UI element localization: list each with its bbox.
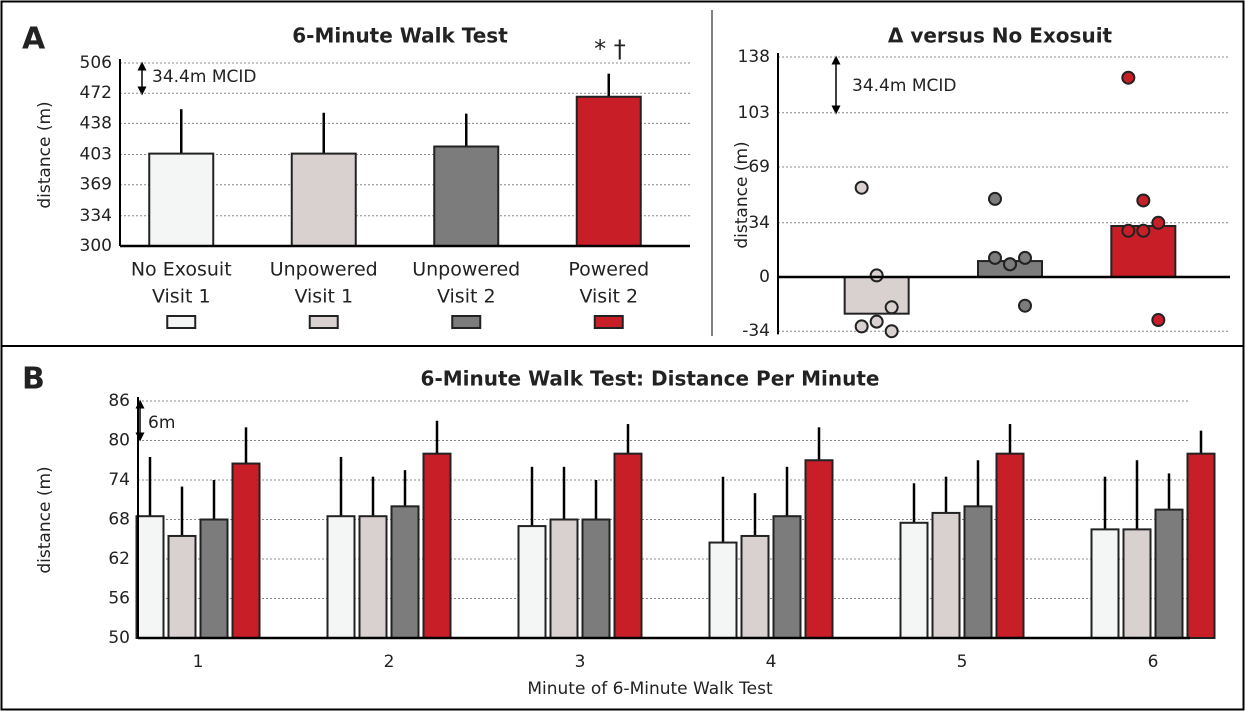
bar xyxy=(199,518,229,639)
bar xyxy=(995,452,1025,639)
y-tick-label: 62 xyxy=(108,549,130,569)
bar xyxy=(390,505,420,640)
bar xyxy=(899,521,929,640)
x-tick-label: Powered xyxy=(568,259,649,281)
bar xyxy=(843,276,910,315)
bar xyxy=(772,515,802,639)
data-point xyxy=(1003,257,1017,272)
data-point xyxy=(1136,223,1151,238)
legend-swatch xyxy=(166,315,197,329)
y-tick-label: 103 xyxy=(738,103,770,123)
data-point xyxy=(854,180,869,195)
annotation: 6m xyxy=(148,413,175,433)
legend-swatch xyxy=(308,315,339,329)
data-point xyxy=(1121,223,1136,238)
x-tick-label: Visit 1 xyxy=(152,286,211,308)
y-tick-label: 300 xyxy=(80,236,112,256)
bar xyxy=(1122,528,1152,639)
bar xyxy=(963,505,993,640)
x-tick-label: 1 xyxy=(193,652,204,672)
x-tick-label: 5 xyxy=(957,652,968,672)
bar xyxy=(358,515,388,639)
bar xyxy=(804,459,834,639)
data-point xyxy=(854,319,869,334)
y-tick-label: 369 xyxy=(80,175,112,195)
data-point xyxy=(1136,193,1151,208)
y-tick-label: 34 xyxy=(748,213,770,233)
bar xyxy=(148,152,215,247)
y-tick-label: 334 xyxy=(80,206,112,226)
x-tick-label: No Exosuit xyxy=(131,259,232,281)
significance: * † xyxy=(594,35,626,63)
bar xyxy=(167,534,197,639)
y-tick-label: 69 xyxy=(748,157,770,177)
bar xyxy=(517,525,547,639)
y-tick-label: 403 xyxy=(80,145,112,165)
x-tick-label: Visit 2 xyxy=(437,286,496,308)
x-tick-label: Unpowered xyxy=(412,259,520,281)
bar xyxy=(575,95,642,247)
x-tick-label: Unpowered xyxy=(270,259,378,281)
bar xyxy=(433,145,500,247)
data-point xyxy=(1151,313,1166,328)
chart-title: 6-Minute Walk Test: Distance Per Minute xyxy=(421,367,880,391)
bar xyxy=(549,518,579,639)
bar xyxy=(1186,452,1216,639)
y-tick-label: 80 xyxy=(108,431,130,451)
data-point xyxy=(869,314,884,329)
x-tick-label: 4 xyxy=(766,652,777,672)
bar xyxy=(1090,528,1120,639)
annotation: 34.4m MCID xyxy=(852,76,956,96)
bar xyxy=(740,534,770,639)
chart-title: 6-Minute Walk Test xyxy=(292,24,508,48)
y-tick-label: 74 xyxy=(108,470,130,490)
panel-label: A xyxy=(22,22,46,57)
chart-title: Δ versus No Exosuit xyxy=(888,24,1113,48)
data-point xyxy=(988,250,1002,265)
data-point xyxy=(1121,70,1136,85)
y-tick-label: 50 xyxy=(108,628,130,648)
data-point xyxy=(1151,215,1166,230)
y-tick-label: 86 xyxy=(108,391,130,411)
bar xyxy=(290,152,357,247)
y-tick-label: 56 xyxy=(108,589,130,609)
x-tick-label: Visit 2 xyxy=(579,286,638,308)
y-axis-label: distance (m) xyxy=(35,466,55,573)
bar xyxy=(708,541,738,640)
x-axis-label: Minute of 6-Minute Walk Test xyxy=(527,679,773,699)
legend-swatch xyxy=(593,315,624,329)
bar xyxy=(581,518,611,639)
y-tick-label: 506 xyxy=(80,53,112,73)
y-tick-label: 138 xyxy=(738,47,770,67)
x-tick-label: 3 xyxy=(575,652,586,672)
data-point xyxy=(869,268,884,283)
x-tick-label: 2 xyxy=(384,652,395,672)
bar xyxy=(422,452,452,639)
y-tick-label: 438 xyxy=(80,113,112,133)
bar xyxy=(326,515,356,639)
bar xyxy=(135,515,165,639)
data-point xyxy=(884,300,899,315)
data-point xyxy=(1018,298,1032,313)
y-axis-label: distance (m) xyxy=(732,141,752,248)
data-point xyxy=(1018,250,1032,265)
legend-swatch xyxy=(451,315,482,329)
data-point xyxy=(884,324,899,339)
x-tick-label: Visit 1 xyxy=(294,286,353,308)
y-tick-label: -34 xyxy=(742,321,770,341)
y-tick-label: 472 xyxy=(80,83,112,103)
data-point xyxy=(988,191,1002,206)
bar xyxy=(231,462,261,639)
y-tick-label: 68 xyxy=(108,510,130,530)
bar xyxy=(613,452,643,639)
y-tick-label: 0 xyxy=(759,267,770,287)
panel-label: B xyxy=(22,362,45,397)
y-axis-label: distance (m) xyxy=(35,101,55,208)
annotation: 34.4m MCID xyxy=(152,67,256,87)
bar xyxy=(1154,508,1184,639)
x-tick-label: 6 xyxy=(1148,652,1159,672)
bar xyxy=(931,511,961,640)
